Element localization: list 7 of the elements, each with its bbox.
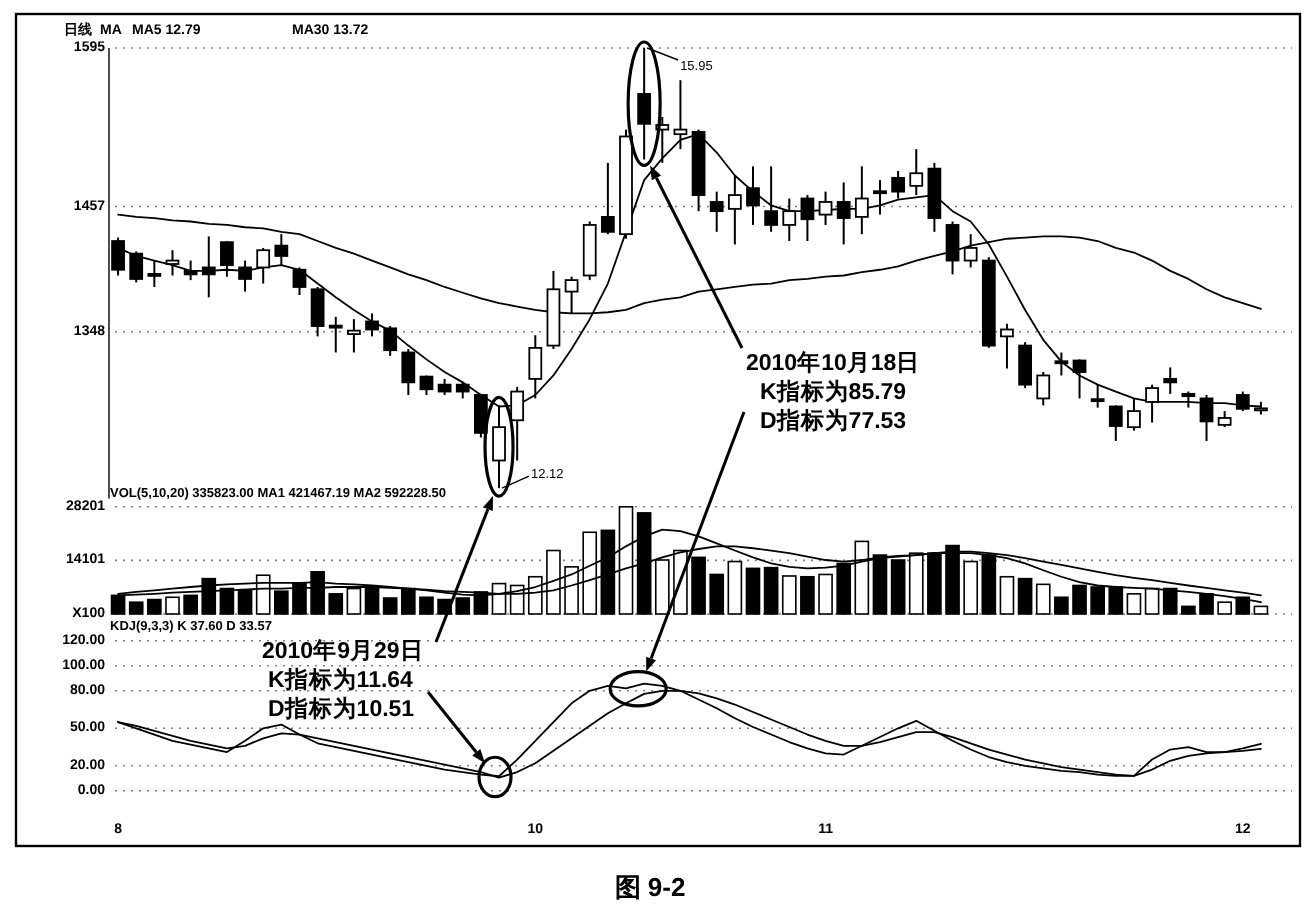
annotation: K指标为11.64 <box>268 665 415 693</box>
caption: 图 9-2 <box>614 872 686 902</box>
annotation: D指标为77.53 <box>760 406 907 434</box>
annotation: D指标为10.51 <box>268 694 416 722</box>
annotation: 2010年10月18日 <box>746 348 921 376</box>
annotation: 2010年9月29日 <box>262 636 424 664</box>
annotation: K指标为85.79 <box>760 377 907 405</box>
